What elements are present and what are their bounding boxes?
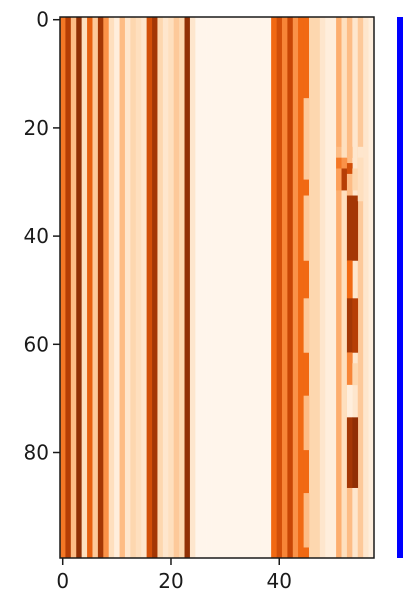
heatmap-column (233, 17, 239, 558)
heatmap-column (254, 17, 261, 558)
heatmap-column (152, 17, 158, 558)
heatmap-cell (357, 146, 364, 158)
heatmap-column (368, 17, 375, 558)
heatmap-cell (346, 384, 353, 418)
heatmap-column (119, 17, 126, 558)
heatmap-column (222, 17, 229, 558)
heatmap-cell (346, 352, 353, 386)
heatmap-column (135, 17, 142, 558)
heatmap-column (81, 17, 88, 558)
heatmap-column (146, 17, 153, 558)
heatmap-cell (346, 173, 353, 196)
y-tick-label: 0 (36, 8, 49, 32)
heatmap-cell (346, 146, 353, 158)
heatmap-column (65, 17, 72, 558)
heatmap-cell (303, 195, 310, 261)
heatmap-column (60, 17, 66, 558)
heatmap-cell (357, 157, 364, 202)
heatmap-column (184, 17, 191, 558)
heatmap-cell (352, 298, 359, 353)
heatmap-column (189, 17, 196, 558)
heatmap-column (314, 17, 321, 558)
heatmap-column (325, 17, 331, 558)
heatmap-column (238, 17, 245, 558)
heatmap-cell (352, 168, 359, 191)
heatmap-cell (303, 98, 310, 180)
heatmap-column (206, 17, 212, 558)
x-tick-label: 40 (267, 569, 292, 593)
heatmap-column (130, 17, 137, 558)
heatmap-column (227, 17, 234, 558)
heatmap-cell (346, 195, 353, 261)
heatmap-column (319, 17, 326, 558)
heatmap-cell (298, 17, 304, 559)
heatmap-cell (346, 298, 353, 353)
plot-frame (59, 16, 375, 559)
heatmap-column (97, 17, 104, 558)
heatmap-column (330, 17, 337, 558)
y-axis: 0 20 40 60 80 (24, 8, 60, 465)
heatmap-column (292, 17, 299, 558)
heatmap-cell (303, 298, 310, 353)
heatmap-cell (352, 363, 359, 386)
heatmap-column (217, 17, 223, 558)
heatmap-cell (341, 157, 348, 169)
heatmap-column (303, 17, 310, 558)
heatmap-cells (60, 17, 375, 559)
heatmap-cell (346, 417, 353, 488)
heatmap-column (287, 17, 294, 558)
heatmap-column (157, 17, 164, 558)
heatmap-column (281, 17, 288, 558)
heatmap-column (249, 17, 256, 558)
heatmap-column (363, 17, 369, 558)
heatmap-column (162, 17, 169, 558)
heatmap-column (271, 17, 277, 558)
heatmap-column (200, 17, 207, 558)
heatmap-cell (336, 157, 342, 169)
heatmap-column (352, 17, 359, 558)
heatmap-column (357, 17, 364, 558)
heatmap-cell (303, 395, 310, 451)
heatmap-cell (346, 163, 353, 175)
heatmap-column (87, 17, 93, 558)
heatmap-cell (352, 417, 359, 488)
y-tick-label: 20 (24, 116, 49, 140)
heatmap-cell (346, 260, 353, 299)
heatmap-column (114, 17, 120, 558)
x-tick-label: 0 (56, 569, 69, 593)
heatmap-column (70, 17, 77, 558)
y-tick-label: 40 (24, 224, 49, 248)
heatmap-column (309, 17, 315, 558)
y-tick-label: 60 (24, 332, 49, 356)
heatmap-cell (336, 146, 342, 158)
heatmap-column (244, 17, 250, 558)
heatmap-cell (352, 195, 359, 261)
heatmap-column (195, 17, 202, 558)
heatmap-column (265, 17, 272, 558)
heatmap-cell (341, 146, 348, 158)
heatmap-cell (341, 168, 348, 191)
heatmap-column (92, 17, 99, 558)
heatmap-column (276, 17, 283, 558)
heatmap-column (341, 17, 348, 558)
heatmap-column (108, 17, 115, 558)
heatmap-column (141, 17, 147, 558)
heatmap-column (103, 17, 110, 558)
heatmap-column (336, 17, 342, 558)
heatmap-column (260, 17, 267, 558)
heatmap-column (76, 17, 82, 558)
x-tick-label: 20 (158, 569, 183, 593)
heatmap-cell (303, 493, 310, 548)
colorbar (397, 17, 403, 558)
y-tick-label: 80 (24, 441, 49, 465)
heatmap-cell (336, 168, 342, 191)
heatmap-column (124, 17, 131, 558)
heatmap-column (211, 17, 218, 558)
heatmap-column (173, 17, 180, 558)
heatmap-column (168, 17, 174, 558)
heatmap-column (179, 17, 185, 558)
x-axis: 0 20 40 (56, 558, 292, 593)
